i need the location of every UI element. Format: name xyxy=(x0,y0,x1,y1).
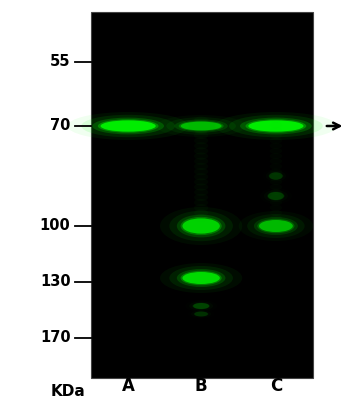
Ellipse shape xyxy=(67,112,189,140)
Text: B: B xyxy=(195,377,208,395)
Text: A: A xyxy=(122,377,135,395)
Ellipse shape xyxy=(254,217,298,235)
Ellipse shape xyxy=(259,220,293,232)
Ellipse shape xyxy=(247,214,305,238)
Ellipse shape xyxy=(269,172,283,180)
Ellipse shape xyxy=(169,266,233,290)
Ellipse shape xyxy=(180,217,222,235)
Ellipse shape xyxy=(174,119,228,133)
Ellipse shape xyxy=(177,269,225,287)
Ellipse shape xyxy=(100,120,156,132)
Ellipse shape xyxy=(81,115,175,137)
Ellipse shape xyxy=(180,271,222,285)
Ellipse shape xyxy=(180,122,221,130)
Ellipse shape xyxy=(268,172,283,180)
Ellipse shape xyxy=(215,112,337,140)
Ellipse shape xyxy=(98,119,158,133)
Ellipse shape xyxy=(192,303,210,309)
Ellipse shape xyxy=(268,192,284,200)
Ellipse shape xyxy=(194,311,209,317)
Text: 70: 70 xyxy=(50,118,70,134)
Ellipse shape xyxy=(194,312,208,316)
Ellipse shape xyxy=(246,119,306,133)
Ellipse shape xyxy=(257,219,294,233)
Ellipse shape xyxy=(182,218,220,234)
Ellipse shape xyxy=(182,272,220,284)
Ellipse shape xyxy=(229,115,323,137)
Ellipse shape xyxy=(248,120,303,132)
Ellipse shape xyxy=(179,121,224,131)
Ellipse shape xyxy=(169,211,233,241)
Ellipse shape xyxy=(160,263,242,293)
Text: KDa: KDa xyxy=(50,384,85,399)
Text: 130: 130 xyxy=(40,274,70,290)
Bar xyxy=(91,12,313,378)
Text: 170: 170 xyxy=(40,330,70,346)
Text: 55: 55 xyxy=(50,54,70,70)
Ellipse shape xyxy=(177,214,225,238)
Ellipse shape xyxy=(166,117,236,135)
Ellipse shape xyxy=(267,192,285,200)
Ellipse shape xyxy=(240,118,312,134)
Ellipse shape xyxy=(193,303,209,309)
Text: 100: 100 xyxy=(40,218,70,234)
Ellipse shape xyxy=(92,118,164,134)
Text: C: C xyxy=(270,377,282,395)
